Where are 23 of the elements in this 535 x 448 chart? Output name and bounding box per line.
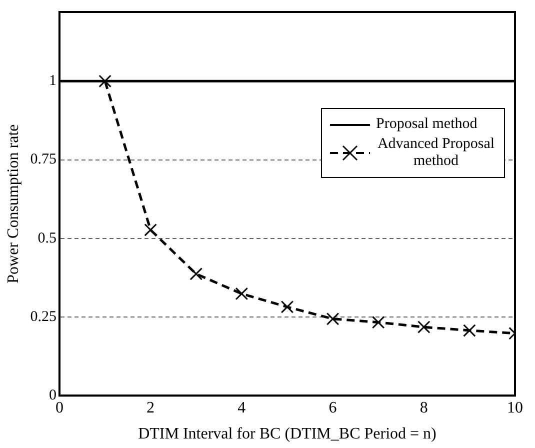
point <box>280 300 294 314</box>
x-tick-label: 10 <box>507 399 523 416</box>
point <box>235 287 248 300</box>
x-tick-label: 4 <box>238 399 246 416</box>
x-tick-label: 8 <box>420 399 428 416</box>
point <box>190 268 203 280</box>
x-tick-label: 2 <box>146 399 155 416</box>
x-tick-label: 6 <box>328 399 337 416</box>
legend-label: Proposal method <box>376 116 478 133</box>
point <box>417 320 430 334</box>
y-tick-label: 0.25 <box>30 308 56 325</box>
y-tick-label: 1 <box>48 73 56 90</box>
y-tick-label: 0 <box>48 388 56 404</box>
y-tick-label: 0.5 <box>38 230 56 246</box>
point <box>372 316 385 329</box>
y-tick-label: 0.75 <box>30 152 56 168</box>
point <box>98 74 112 88</box>
legend-label: Advanced Proposal method <box>376 136 496 170</box>
point <box>463 324 476 337</box>
x-axis-title: DTIM Interval for BC (DTIM_BC Period = n) <box>138 426 436 443</box>
point <box>144 223 157 236</box>
point <box>326 312 340 326</box>
y-axis-title: Power Consumption rate <box>4 124 22 284</box>
